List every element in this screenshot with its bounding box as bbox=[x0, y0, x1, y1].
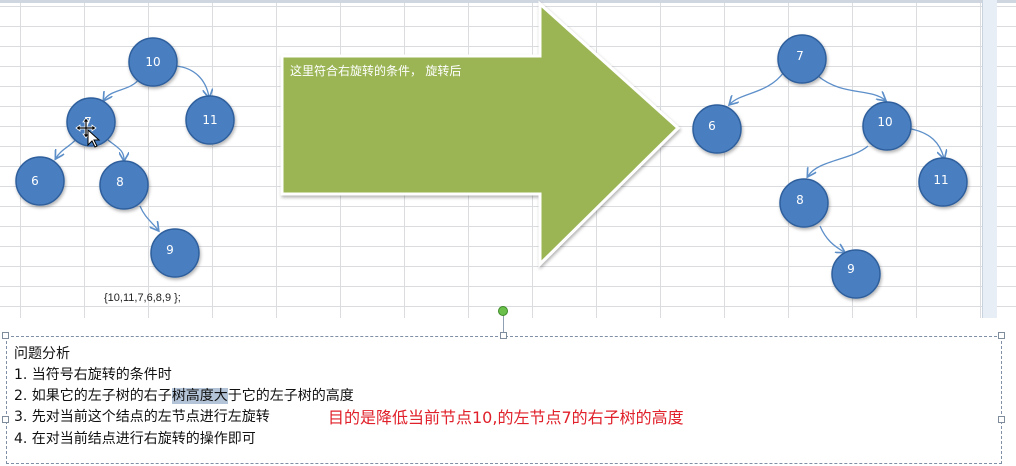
left-tree-nodes: 10 7 11 6 8 9 bbox=[15, 37, 235, 278]
move-cursor-icon bbox=[75, 117, 101, 148]
node-label: 9 bbox=[166, 243, 174, 257]
diagram-canvas: 10 7 11 6 8 9 bbox=[15, 0, 968, 299]
right-tree-nodes: 7 6 10 8 11 9 bbox=[692, 34, 968, 299]
line-2-part-a: 2. 如果它的左子树的右子 bbox=[14, 388, 172, 404]
node-label: 6 bbox=[708, 119, 716, 133]
tree-node[interactable]: 6 bbox=[692, 104, 742, 154]
tree-node[interactable]: 6 bbox=[15, 156, 65, 206]
edge-10-to-7 bbox=[104, 77, 141, 100]
resize-handle-top-right[interactable] bbox=[998, 332, 1005, 339]
node-label: 11 bbox=[202, 113, 217, 127]
edge-8-to-9 bbox=[819, 225, 844, 252]
toolbar-shadow bbox=[0, 0, 1016, 3]
edge-7-to-8 bbox=[107, 139, 124, 160]
array-literal-text: {10,11,7,6,8,9 }; bbox=[104, 292, 181, 304]
red-annotation: 目的是降低当前节点10,的左节点7的右子树的高度 bbox=[328, 408, 684, 427]
vertical-scrollbar[interactable] bbox=[982, 0, 997, 318]
resize-handle-top-center[interactable] bbox=[500, 332, 507, 339]
line-2-part-b: 于它的左子树的高度 bbox=[227, 388, 354, 404]
tree-node[interactable]: 8 bbox=[99, 160, 149, 210]
node-label: 6 bbox=[31, 174, 39, 188]
analysis-line-4: 4. 在对当前结点进行右旋转的操作即可 bbox=[14, 431, 256, 447]
edge-7-to-10 bbox=[817, 75, 885, 100]
node-label: 7 bbox=[796, 49, 804, 63]
node-label: 9 bbox=[847, 262, 855, 276]
node-label: 11 bbox=[933, 173, 948, 187]
tree-node[interactable]: 9 bbox=[831, 249, 881, 299]
tree-node[interactable]: 10 bbox=[128, 37, 178, 87]
tree-node[interactable]: 8 bbox=[779, 178, 829, 228]
resize-handle-middle-right[interactable] bbox=[998, 416, 1005, 423]
tree-node[interactable]: 11 bbox=[185, 95, 235, 145]
tree-node[interactable]: 10 bbox=[862, 101, 912, 151]
rotation-handle-stem bbox=[503, 313, 504, 334]
node-label: 10 bbox=[877, 115, 892, 129]
tree-node[interactable]: 9 bbox=[150, 228, 200, 278]
edge-7-to-6 bbox=[730, 71, 785, 104]
edge-10-to-11 bbox=[175, 65, 209, 97]
analysis-title: 问题分析 bbox=[14, 346, 70, 362]
selected-text[interactable]: 树高度大 bbox=[171, 388, 228, 404]
resize-handle-middle-left[interactable] bbox=[2, 416, 9, 423]
edge-10-to-11 bbox=[905, 127, 944, 158]
right-tree-edges bbox=[730, 71, 944, 252]
node-label: 8 bbox=[796, 193, 804, 207]
analysis-line-2: 2. 如果它的左子树的右子树高度大于它的左子树的高度 bbox=[14, 385, 354, 405]
rotation-arrow[interactable] bbox=[280, 0, 681, 268]
node-label: 10 bbox=[145, 55, 160, 69]
resize-handle-top-left[interactable] bbox=[2, 332, 9, 339]
analysis-line-3: 3. 先对当前这个结点的左节点进行左旋转 bbox=[14, 409, 270, 425]
analysis-line-1: 1. 当符号右旋转的条件时 bbox=[14, 367, 172, 383]
node-label: 8 bbox=[116, 175, 124, 189]
edge-10-to-8 bbox=[808, 145, 869, 176]
edge-8-to-9 bbox=[139, 205, 158, 230]
rotation-handle[interactable] bbox=[498, 306, 508, 316]
tree-node[interactable]: 7 bbox=[777, 34, 827, 84]
tree-node[interactable]: 11 bbox=[918, 157, 968, 207]
arrow-caption: 这里符合右旋转的条件， 旋转后 bbox=[290, 64, 462, 78]
